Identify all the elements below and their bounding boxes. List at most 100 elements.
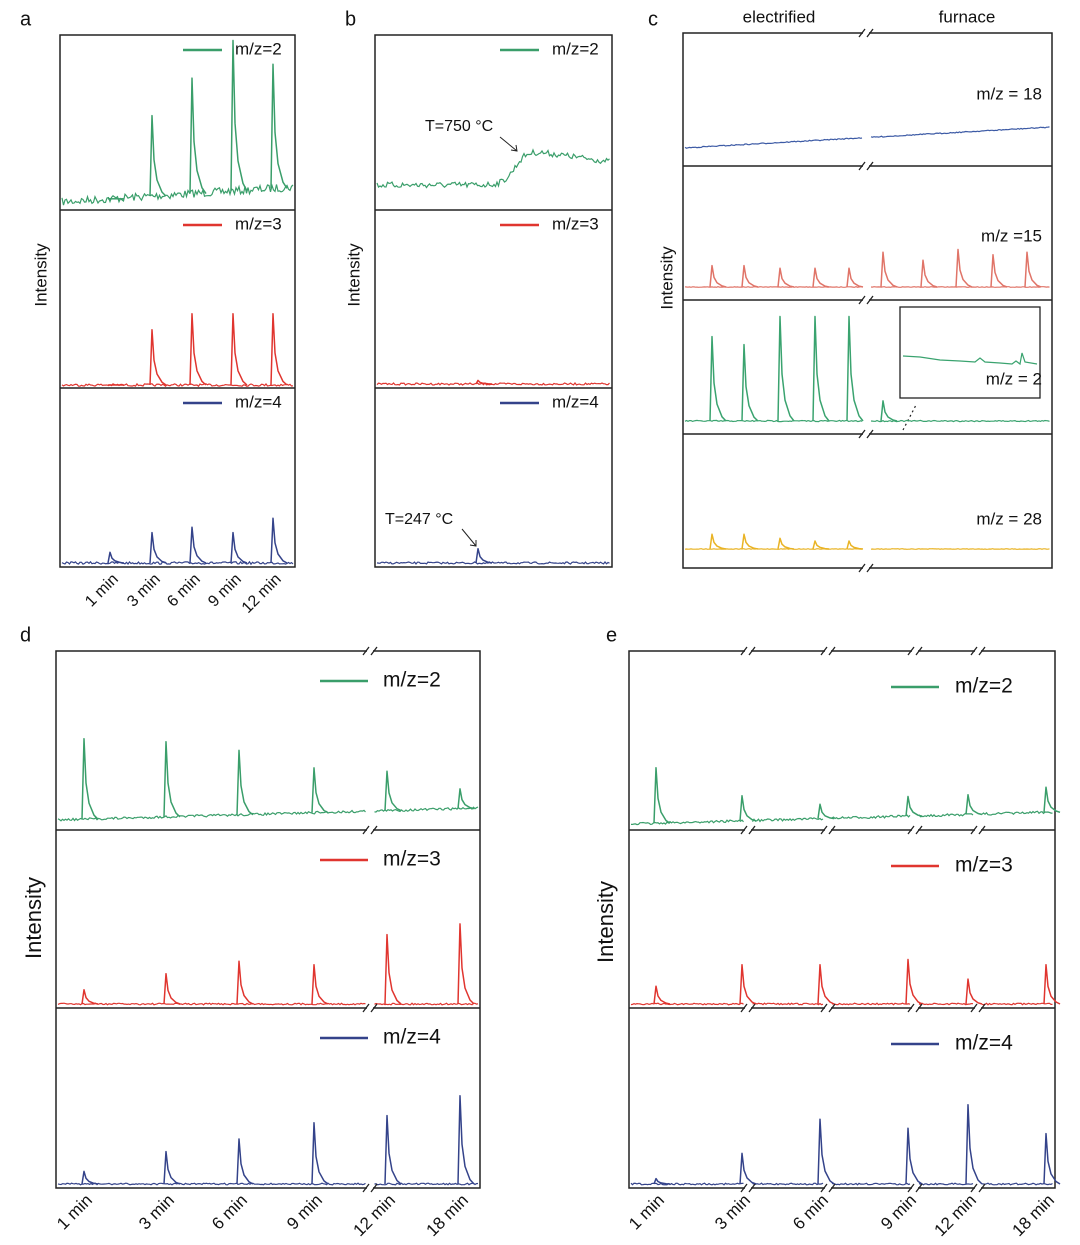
- trace-baseline: [630, 1002, 1053, 1006]
- legend-label: m/z=4: [383, 1026, 441, 1049]
- peak: [741, 533, 759, 550]
- axis-break-gap: [912, 827, 918, 833]
- peak: [920, 259, 938, 288]
- panel-label: d: [20, 624, 31, 646]
- axis-break-gap: [367, 648, 373, 654]
- peak: [1043, 964, 1061, 1005]
- legend-label: m/z=4: [552, 392, 599, 411]
- peak: [812, 540, 830, 550]
- peak: [236, 749, 254, 816]
- axis-break-gap: [975, 1005, 981, 1011]
- trace-baseline: [376, 148, 610, 189]
- trace-baseline: [376, 382, 610, 386]
- peak: [905, 1127, 923, 1185]
- axis-break: [970, 1183, 986, 1193]
- axis-break: [858, 161, 874, 171]
- series-label: m/z = 18: [976, 84, 1042, 103]
- axis-break-gap: [825, 648, 831, 654]
- peak: [236, 960, 254, 1005]
- legend-label: m/z=2: [955, 675, 1013, 698]
- peak: [812, 315, 830, 422]
- trace-baseline: [684, 126, 1050, 149]
- axis-break: [970, 825, 986, 835]
- peak: [149, 329, 167, 386]
- axis-break-gap: [912, 1005, 918, 1011]
- peak: [163, 972, 181, 1005]
- inset-trace: [902, 352, 1038, 366]
- peak: [163, 740, 181, 818]
- peak: [230, 39, 248, 192]
- peak: [812, 267, 830, 288]
- frame: [59, 34, 296, 568]
- axis-break: [858, 295, 874, 305]
- axis-break-gap: [863, 565, 869, 571]
- peak: [270, 63, 288, 189]
- peak: [880, 251, 898, 288]
- peak: [311, 767, 329, 814]
- legend-label: m/z=2: [383, 669, 441, 692]
- axis-break-gap: [745, 648, 751, 654]
- axis-break-gap: [825, 827, 831, 833]
- peak: [741, 264, 759, 288]
- trace-baseline: [57, 1182, 479, 1186]
- peak: [653, 766, 671, 824]
- peak: [270, 313, 288, 386]
- peak: [990, 254, 1008, 288]
- legend-label: m/z=3: [235, 214, 282, 233]
- axis-break: [970, 646, 986, 656]
- peak: [817, 964, 835, 1005]
- y-axis-label: Intensity: [344, 243, 363, 307]
- trace-baseline: [61, 382, 294, 388]
- peak: [955, 248, 973, 288]
- series-label: m/z =15: [981, 226, 1042, 245]
- axis-break-gap: [863, 30, 869, 36]
- axis-break: [362, 825, 378, 835]
- peak: [817, 803, 835, 820]
- peak: [965, 1104, 983, 1185]
- peak: [475, 547, 493, 564]
- peak: [965, 978, 983, 1005]
- peak: [846, 267, 864, 288]
- trace-baseline: [57, 806, 479, 822]
- axis-break: [858, 429, 874, 439]
- peak: [236, 1138, 254, 1185]
- axis-break-gap: [367, 1005, 373, 1011]
- peak: [81, 737, 99, 820]
- axis-break: [820, 646, 836, 656]
- legend-label: m/z=2: [235, 39, 282, 58]
- trace-baseline: [61, 183, 294, 206]
- trace-baseline: [61, 560, 294, 566]
- peak: [384, 1114, 402, 1185]
- peak: [189, 313, 207, 386]
- peak: [230, 313, 248, 386]
- peak: [846, 315, 864, 422]
- peak: [384, 933, 402, 1005]
- panel-label: c: [648, 8, 658, 30]
- legend-label: m/z=3: [955, 854, 1013, 877]
- axis-break: [740, 825, 756, 835]
- axis-break-gap: [863, 297, 869, 303]
- peak: [270, 517, 288, 564]
- panel-label: e: [606, 624, 617, 646]
- y-axis-label: Intensity: [31, 243, 50, 307]
- trace-baseline: [376, 561, 610, 565]
- trace-baseline: [630, 1182, 1053, 1186]
- peak: [189, 77, 207, 195]
- peak: [189, 526, 207, 564]
- axis-break: [362, 1183, 378, 1193]
- peak: [149, 531, 167, 564]
- peak: [149, 114, 167, 197]
- peak: [1024, 251, 1042, 288]
- arrow: [461, 528, 477, 547]
- axis-break-gap: [745, 1005, 751, 1011]
- axis-break: [362, 1003, 378, 1013]
- series-label: m/z = 28: [976, 509, 1042, 528]
- axis-break-gap: [745, 1185, 751, 1191]
- panel-label: b: [345, 8, 356, 30]
- axis-break-gap: [367, 1185, 373, 1191]
- column-header: electrified: [743, 7, 816, 26]
- axis-break: [907, 646, 923, 656]
- peak: [653, 985, 671, 1005]
- annotation: T=750 °C: [425, 118, 493, 135]
